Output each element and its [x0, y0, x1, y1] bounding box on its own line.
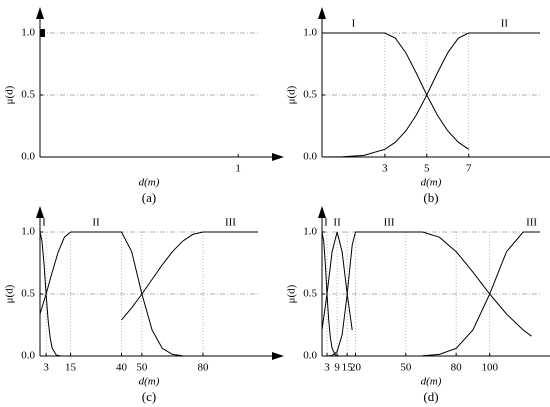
y-axis-arrow	[318, 7, 326, 19]
y-tick-label: 1.0	[303, 27, 317, 39]
x-tick-label: 3	[382, 163, 388, 175]
curve	[121, 231, 258, 321]
curve-label: II	[333, 217, 341, 229]
x-tick-label: 5	[424, 163, 430, 175]
x-axis-label: d(m)	[139, 177, 160, 189]
x-tick-label: 3	[324, 362, 330, 374]
y-tick-label: 0.5	[21, 288, 35, 300]
curve-label: I	[352, 18, 356, 30]
curve	[422, 231, 540, 357]
y-axis-label: μ(d)	[4, 284, 16, 303]
x-tick-label: 3	[43, 362, 49, 374]
curve	[321, 231, 339, 357]
curve	[39, 231, 183, 357]
curve	[321, 32, 540, 158]
curve	[322, 32, 469, 150]
x-axis-label: d(m)	[139, 376, 160, 388]
curve-label: III	[384, 217, 395, 229]
x-axis-label: d(m)	[421, 376, 442, 388]
y-tick-label: 0.0	[303, 350, 317, 362]
x-axis-arrow	[272, 352, 284, 360]
curve-label: III	[526, 217, 537, 229]
curve-label: II	[501, 18, 509, 30]
x-tick-label: 50	[136, 362, 148, 374]
data-marker	[40, 29, 45, 37]
x-tick-label: 15	[342, 362, 354, 374]
y-axis-arrow	[36, 206, 44, 218]
y-axis-label: μ(d)	[4, 85, 16, 104]
x-tick-label: 20	[350, 362, 362, 374]
panel-label: (b)	[423, 190, 438, 205]
y-tick-label: 1.0	[21, 27, 35, 39]
x-tick-label: 50	[400, 362, 412, 374]
x-axis-arrow	[272, 153, 284, 161]
y-tick-label: 0.0	[303, 151, 317, 163]
x-tick-label: 80	[197, 362, 209, 374]
panel-label: (d)	[423, 389, 438, 404]
x-tick-label: 100	[481, 362, 498, 374]
y-tick-label: 1.0	[303, 226, 317, 238]
x-tick-label: 80	[451, 362, 463, 374]
y-tick-label: 0.5	[303, 89, 317, 101]
panel-label: (c)	[142, 389, 156, 404]
y-tick-label: 1.0	[21, 226, 35, 238]
x-axis-label: d(m)	[421, 177, 442, 189]
x-tick-label: 40	[116, 362, 128, 374]
curve	[39, 231, 71, 357]
y-axis-arrow	[36, 7, 44, 19]
curve-label: II	[92, 217, 100, 229]
curve-label: III	[225, 217, 236, 229]
curve	[326, 231, 532, 357]
y-axis-label: μ(d)	[286, 284, 298, 303]
y-tick-label: 0.5	[21, 89, 35, 101]
x-tick-label: 9	[334, 362, 340, 374]
y-axis-arrow	[318, 206, 326, 218]
curve-label: I	[324, 217, 328, 229]
x-tick-label: 1	[235, 163, 241, 175]
panel-label: (a)	[142, 190, 156, 205]
y-tick-label: 0.5	[303, 288, 317, 300]
x-tick-label: 15	[65, 362, 77, 374]
y-tick-label: 0.0	[21, 350, 35, 362]
y-tick-label: 0.0	[21, 151, 35, 163]
y-axis-label: μ(d)	[286, 85, 298, 104]
curve-label: I	[42, 217, 46, 229]
x-tick-label: 7	[466, 163, 472, 175]
